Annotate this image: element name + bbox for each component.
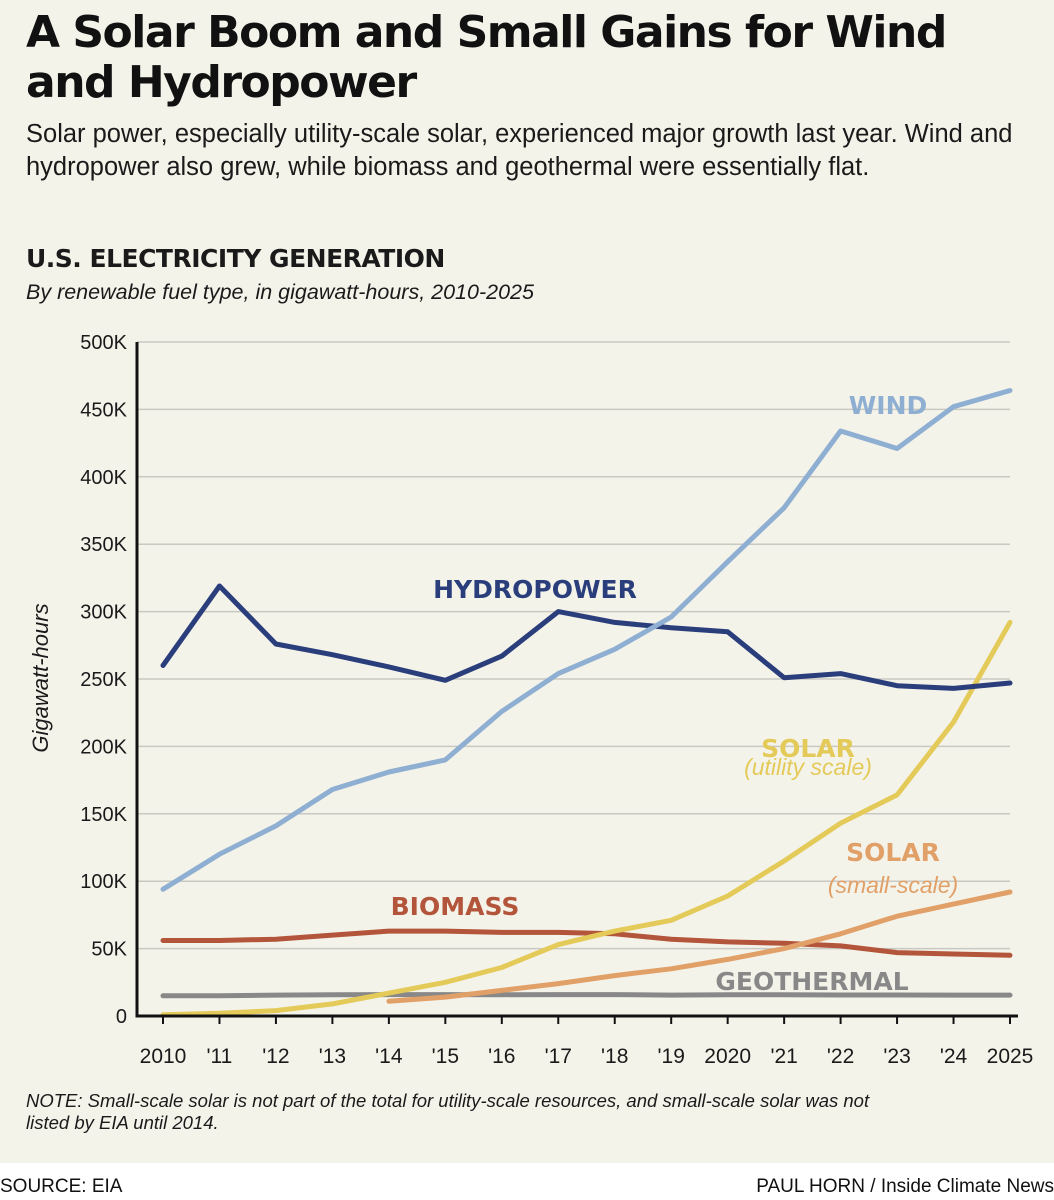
solar-utility-scale-line (160, 619, 1013, 1018)
geothermal-line (160, 992, 1013, 999)
x-tick-label: 2010 (140, 1045, 187, 1068)
solar-utility-scale-sublabel: (utility scale) (744, 754, 872, 780)
wind-line (160, 388, 1013, 892)
y-tick-label: 400K (80, 467, 127, 489)
infographic-panel: A Solar Boom and Small Gains for Wind an… (0, 0, 1054, 1163)
y-tick-label: 450K (80, 399, 127, 421)
solar-small-scale-line (386, 889, 1013, 1004)
y-tick-label: 500K (80, 332, 127, 354)
y-tick-label: 150K (80, 804, 127, 826)
geothermal-label: GEOTHERMAL (715, 967, 908, 996)
x-tick-marks (162, 1016, 1011, 1024)
dek-text: Solar power, especially utility-scale so… (26, 120, 1013, 181)
chart-subtitle: By renewable fuel type, in gigawatt-hour… (26, 280, 534, 304)
x-tick-label: '16 (488, 1045, 515, 1068)
headline: A Solar Boom and Small Gains for Wind an… (26, 7, 947, 108)
solar-utility-scale-label: SOLAR (761, 734, 855, 763)
y-tick-label: 0 (116, 1006, 127, 1028)
y-tick-labels: 0 50K 100K 150K 200K 250K 300K 350K 400K 450K 500K (80, 332, 127, 1028)
y-tick-label: 250K (80, 669, 127, 691)
gridlines (137, 341, 1010, 950)
solar-small-scale-sublabel: (small-scale) (828, 872, 958, 898)
x-tick-label: '13 (319, 1045, 346, 1068)
x-tick-label: 2025 (987, 1045, 1034, 1068)
chart-note: NOTE: Small-scale solar is not part of t… (26, 1090, 870, 1133)
x-tick-label: '14 (375, 1045, 403, 1068)
y-tick-label: 50K (91, 939, 127, 961)
x-tick-label: '17 (545, 1045, 572, 1068)
x-tick-label: '23 (883, 1045, 910, 1068)
x-tick-label: 2020 (704, 1045, 751, 1068)
wind-label: WIND (849, 391, 928, 420)
hydropower-label: HYDROPOWER (433, 575, 637, 604)
x-tick-labels: 2010 '11 '12 '13 '14 '15 '16 '17 '18 '19 2020 '21 '2… (140, 1045, 1034, 1068)
author-credit: PAUL HORN / Inside Climate News (756, 1176, 1054, 1197)
x-tick-label: '11 (207, 1045, 233, 1068)
x-tick-label: '21 (770, 1045, 797, 1068)
y-tick-label: 200K (80, 736, 127, 758)
biomass-line (160, 928, 1013, 958)
biomass-label: BIOMASS (391, 892, 520, 921)
y-tick-label: 100K (80, 871, 127, 893)
line-chart: 0 50K 100K 150K 200K 250K 300K 350K 400K 450K 500K… (28, 332, 1034, 1068)
x-tick-label: '19 (658, 1045, 685, 1068)
x-tick-label: '15 (432, 1045, 459, 1068)
y-axis-label: Gigawatt-hours (28, 603, 53, 752)
x-tick-label: '22 (827, 1045, 854, 1068)
source-credit: SOURCE: EIA (0, 1176, 123, 1197)
hydropower-line (160, 583, 1013, 691)
x-tick-label: '12 (262, 1045, 289, 1068)
y-tick-label: 300K (80, 602, 127, 624)
y-tick-label: 350K (80, 534, 127, 556)
solar-small-scale-label: SOLAR (846, 838, 940, 867)
chart-title: U.S. ELECTRICITY GENERATION (26, 244, 445, 273)
x-tick-label: '24 (940, 1045, 968, 1068)
x-tick-label: '18 (601, 1045, 628, 1068)
series-lines (160, 388, 1013, 1018)
